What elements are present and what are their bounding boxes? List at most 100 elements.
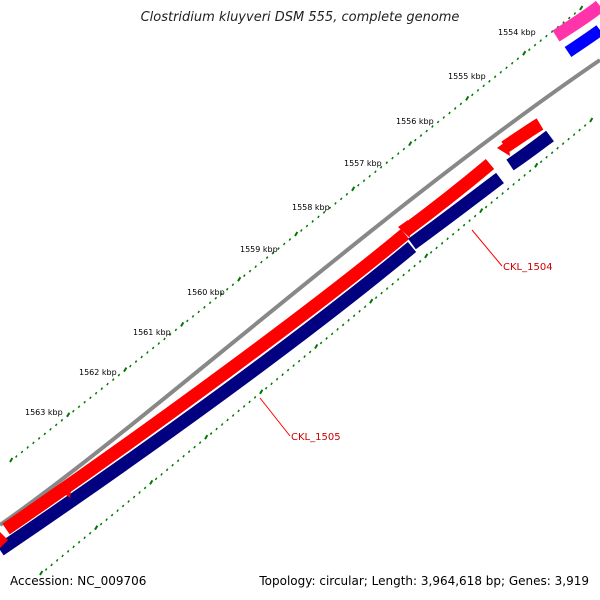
ruler-label-1556: 1556 kbp (396, 117, 434, 126)
ruler-tick-outer (146, 351, 149, 354)
ruler-tick-outer (499, 70, 503, 74)
ruler-tick-inner (270, 382, 273, 386)
ruler-tick-outer (168, 333, 172, 336)
ruler-tick-outer (220, 292, 223, 296)
ruler-tick-inner (220, 423, 224, 426)
ruler-tick-inner (77, 540, 81, 544)
gene-label-ckl-1504: CKL_1504 (503, 262, 553, 273)
gene-top-forward[interactable] (552, 0, 600, 42)
ruler-label-1557: 1557 kbp (344, 159, 382, 168)
cds-ckl-1504-reverse[interactable] (408, 172, 504, 250)
ruler-tick-outer (488, 79, 491, 83)
ruler-tick-outer (339, 197, 343, 201)
ruler-tick-outer (203, 305, 206, 309)
ruler-tick-outer (72, 409, 75, 413)
ruler-tick-outer (311, 220, 314, 223)
cds-top-reverse[interactable] (564, 25, 600, 57)
ruler-tick-inner (226, 418, 229, 422)
cds-ckl-1505-reverse[interactable] (0, 241, 417, 556)
ruler-tick-inner (132, 495, 136, 499)
ruler-tick-inner (308, 350, 312, 354)
gene-ckl-1504-forward[interactable] (401, 159, 495, 237)
ruler-tick-outer (117, 373, 121, 377)
ruler-tick-inner (121, 504, 125, 508)
ruler-tick-inner (534, 162, 539, 168)
ruler-tick-outer (140, 355, 143, 359)
ruler-label-1559: 1559 kbp (240, 245, 278, 254)
ruler-tick-inner (325, 337, 328, 340)
ruler-tick-inner (237, 409, 240, 413)
ruler-tick-inner (369, 298, 374, 304)
cds-right-reverse[interactable] (506, 130, 554, 171)
ruler-tick-outer (562, 21, 565, 24)
ruler-tick-inner (83, 536, 86, 540)
ruler-tick-inner (347, 318, 350, 322)
ruler-tick-inner (138, 491, 141, 494)
ruler-tick-outer (294, 231, 299, 237)
ruler-tick-outer (43, 432, 47, 436)
ruler-tick-inner (490, 201, 493, 204)
ruler-tick-inner (297, 359, 301, 363)
ruler-tick-outer (573, 12, 577, 15)
ruler-tick-outer (54, 423, 58, 427)
ruler-tick-inner (358, 309, 361, 313)
ruler-tick-inner (545, 155, 548, 159)
ruler-tick-inner (583, 124, 587, 127)
ruler-tick-outer (328, 206, 332, 210)
ruler-tick-outer (248, 269, 252, 273)
ruler-label-1562: 1562 kbp (79, 368, 117, 377)
ruler-tick-inner (567, 137, 570, 141)
ruler-tick-outer (265, 256, 269, 259)
ruler-tick-inner (193, 445, 196, 449)
ruler-tick-inner (171, 463, 174, 467)
ruler-tick-outer (550, 30, 554, 33)
ruler-tick-inner (484, 205, 488, 209)
ruler-tick-inner (55, 559, 59, 562)
ruler-tick-outer (471, 93, 474, 97)
ruler-tick-outer (20, 450, 24, 454)
ruler-tick-inner (253, 395, 257, 399)
ruler-tick-inner (495, 196, 499, 200)
ruler-tick-inner (127, 500, 130, 503)
ruler-tick-inner (396, 278, 400, 281)
ruler-tick-inner (429, 250, 433, 254)
ruler-tick-outer (100, 387, 104, 391)
ruler-tick-outer (66, 412, 71, 418)
ruler-tick-outer (408, 141, 413, 147)
ruler-tick-outer (379, 165, 383, 169)
ruler-tick-outer (305, 224, 309, 228)
ruler-tick-inner (94, 525, 99, 531)
ruler-tick-outer (545, 34, 548, 38)
ruler-tick-outer (157, 342, 161, 345)
ruler-tick-outer (510, 61, 514, 65)
ruler-tick-inner (105, 518, 108, 522)
ruler-tick-outer (254, 265, 257, 269)
reverse-cds-track (0, 25, 600, 556)
ruler-tick-outer (77, 405, 81, 409)
ruler-tick-outer (231, 283, 235, 287)
ruler-label-1561: 1561 kbp (133, 328, 171, 337)
gene-ckl-1505-forward[interactable] (2, 229, 410, 535)
ruler-tick-inner (160, 472, 163, 476)
ruler-tick-outer (533, 43, 537, 47)
ruler-tick-outer (237, 276, 242, 282)
gene-ckl-1505-forward-arrowhead (60, 482, 72, 498)
ruler-tick-inner (154, 477, 158, 481)
ruler-tick-outer (402, 147, 406, 151)
gene-right-forward[interactable] (501, 118, 544, 153)
ruler-tick-outer (482, 84, 485, 88)
ruler-tick-outer (448, 111, 451, 115)
ruler-tick-outer (83, 400, 86, 404)
ruler-tick-outer (277, 247, 280, 250)
ruler-label-1554: 1554 kbp (498, 28, 536, 37)
ruler-tick-outer (391, 156, 394, 160)
gene-ckl-1505-arrowhead (0, 532, 8, 548)
ruler-tick-inner (264, 386, 268, 390)
ruler-tick-outer (197, 310, 200, 314)
ruler-tick-outer (453, 107, 457, 110)
ruler-tick-outer (94, 391, 98, 395)
ruler-tick-outer (225, 287, 229, 291)
gene-ckl-1504-arrowhead (398, 220, 410, 238)
ruler-tick-outer (151, 346, 155, 350)
